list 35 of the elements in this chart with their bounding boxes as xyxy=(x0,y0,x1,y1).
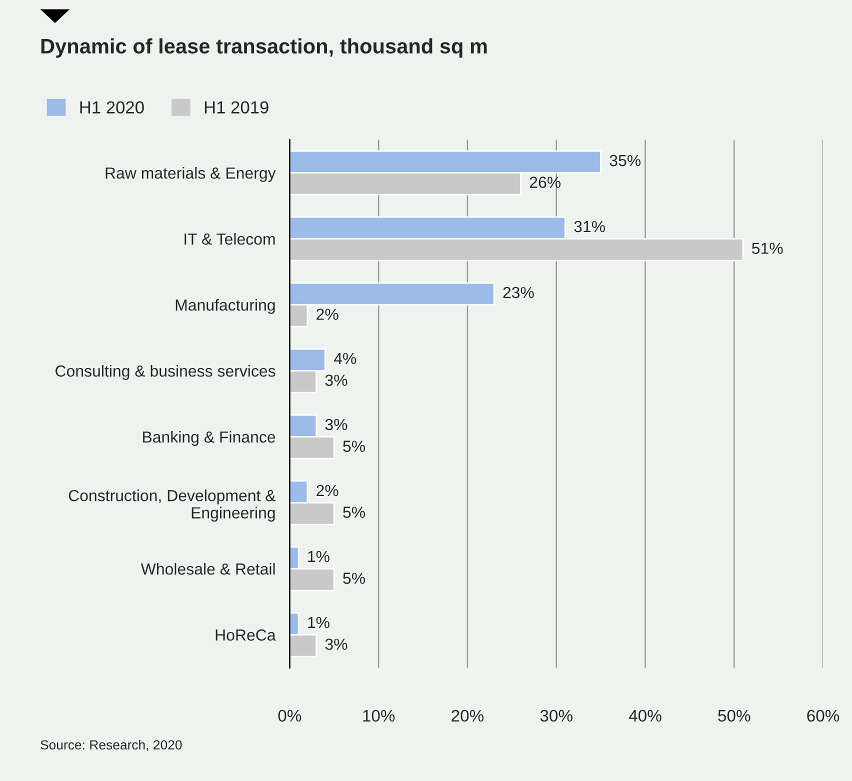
data-label: 26% xyxy=(530,176,561,188)
y-tick-label: Construction, Development & Engineering xyxy=(68,490,276,522)
y-tick-label: Wholesale & Retail xyxy=(140,562,275,575)
x-tick-label: 0% xyxy=(278,710,302,722)
data-label: 35% xyxy=(610,154,641,166)
data-label: 3% xyxy=(325,638,348,650)
x-tick-label: 10% xyxy=(363,710,395,722)
data-label: 51% xyxy=(752,242,783,254)
x-tick-label: 30% xyxy=(540,710,572,722)
y-tick-label: Raw materials & Energy xyxy=(106,167,276,182)
data-label: 3% xyxy=(325,374,348,386)
y-tick-label: Manufacturing xyxy=(176,299,275,314)
y-tick-label: Banking & Finance xyxy=(143,430,276,446)
y-tick-label: HoReCa xyxy=(216,629,276,641)
source-note: Source: Research, 2020 xyxy=(40,740,182,752)
data-label: 4% xyxy=(334,352,356,364)
chart-title: Dynamic of lease transaction, thousand sq m xyxy=(41,38,487,58)
y-tick-label: Consulting & business services xyxy=(56,364,276,380)
data-label: 23% xyxy=(503,286,534,298)
data-label: 2% xyxy=(316,308,338,320)
legend-label: H1 2020 xyxy=(80,101,144,114)
data-label: 5% xyxy=(343,440,365,452)
y-tick-label: IT & Telecom xyxy=(184,233,275,245)
data-label: 31% xyxy=(574,220,605,232)
data-label: 2% xyxy=(316,484,338,496)
data-label: 5% xyxy=(343,506,365,518)
x-tick-label: 40% xyxy=(628,710,662,722)
x-tick-label: 20% xyxy=(452,710,484,722)
data-label: 3% xyxy=(325,418,348,430)
x-tick-label: 50% xyxy=(718,710,750,722)
data-label: 5% xyxy=(343,572,365,584)
x-tick-label: 60% xyxy=(807,710,840,722)
legend-label: H1 2019 xyxy=(204,101,268,114)
data-label: 1% xyxy=(308,550,330,562)
data-label: 1% xyxy=(308,616,330,628)
